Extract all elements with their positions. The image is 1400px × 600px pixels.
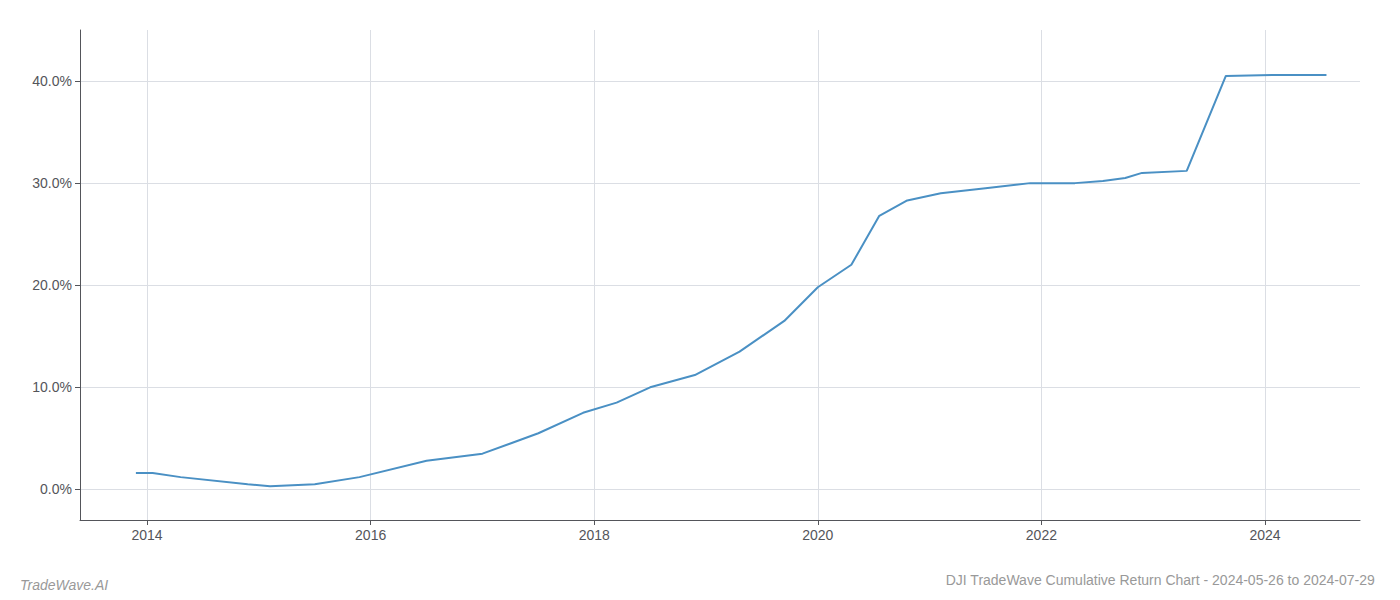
- svg-text:TradeWave.AI: TradeWave.AI: [20, 577, 108, 593]
- svg-text:30.0%: 30.0%: [32, 175, 72, 191]
- svg-text:2024: 2024: [1249, 527, 1280, 543]
- svg-text:40.0%: 40.0%: [32, 73, 72, 89]
- svg-text:2020: 2020: [802, 527, 833, 543]
- svg-text:0.0%: 0.0%: [40, 481, 72, 497]
- svg-text:20.0%: 20.0%: [32, 277, 72, 293]
- svg-text:2016: 2016: [355, 527, 386, 543]
- svg-text:10.0%: 10.0%: [32, 379, 72, 395]
- svg-text:2018: 2018: [579, 527, 610, 543]
- svg-text:DJI TradeWave Cumulative Retur: DJI TradeWave Cumulative Return Chart - …: [946, 572, 1375, 588]
- svg-text:2022: 2022: [1026, 527, 1057, 543]
- svg-text:2014: 2014: [131, 527, 162, 543]
